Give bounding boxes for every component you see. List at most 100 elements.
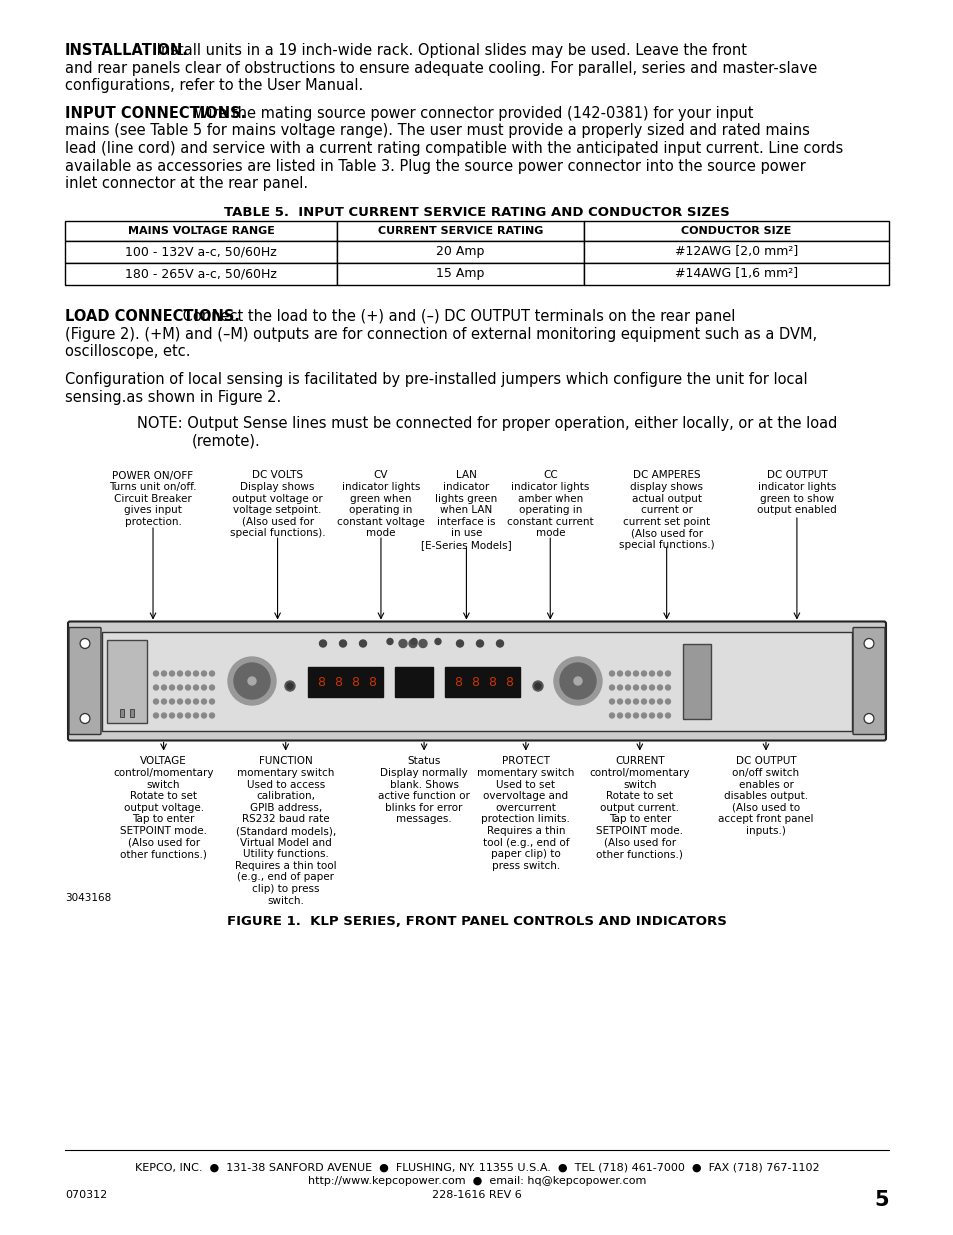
Circle shape (609, 699, 614, 704)
Circle shape (153, 713, 158, 718)
Text: lead (line cord) and service with a current rating compatible with the anticipat: lead (line cord) and service with a curr… (65, 141, 842, 156)
Text: 15 Amp: 15 Amp (436, 267, 484, 280)
Text: DC OUTPUT
indicator lights
green to show
output enabled: DC OUTPUT indicator lights green to show… (757, 471, 836, 515)
Text: 20 Amp: 20 Amp (436, 246, 484, 258)
Circle shape (185, 713, 191, 718)
Circle shape (617, 713, 622, 718)
Text: MAINS VOLTAGE RANGE: MAINS VOLTAGE RANGE (128, 226, 274, 236)
Text: INSTALLATION.: INSTALLATION. (65, 43, 189, 58)
Text: 8: 8 (454, 676, 461, 688)
Circle shape (210, 713, 214, 718)
Circle shape (201, 671, 206, 676)
Circle shape (248, 677, 255, 685)
Circle shape (359, 640, 366, 647)
Circle shape (574, 677, 581, 685)
Circle shape (649, 699, 654, 704)
Circle shape (177, 699, 182, 704)
Circle shape (640, 671, 646, 676)
Circle shape (640, 685, 646, 690)
Circle shape (210, 685, 214, 690)
Circle shape (609, 671, 614, 676)
Circle shape (633, 671, 638, 676)
Circle shape (193, 699, 198, 704)
Circle shape (554, 657, 601, 705)
Bar (120, 709, 124, 716)
Text: KEPCO, INC.  ●  131-38 SANFORD AVENUE  ●  FLUSHING, NY. 11355 U.S.A.  ●  TEL (71: KEPCO, INC. ● 131-38 SANFORD AVENUE ● FL… (134, 1162, 819, 1172)
Circle shape (633, 685, 638, 690)
Text: CC
indicator lights
amber when
operating in
constant current
mode: CC indicator lights amber when operating… (506, 471, 593, 538)
Circle shape (170, 685, 174, 690)
Circle shape (665, 671, 670, 676)
Bar (583, 241, 888, 263)
Circle shape (657, 671, 661, 676)
Text: oscilloscope, etc.: oscilloscope, etc. (65, 345, 191, 359)
Circle shape (161, 713, 167, 718)
Circle shape (617, 671, 622, 676)
Text: LAN
indicator
lights green
when LAN
interface is
in use
[E-Series Models]: LAN indicator lights green when LAN inte… (420, 471, 511, 550)
Circle shape (185, 699, 191, 704)
Text: inlet connector at the rear panel.: inlet connector at the rear panel. (65, 177, 308, 191)
Circle shape (456, 640, 463, 647)
Bar (130, 709, 133, 716)
Text: DC VOLTS
Display shows
output voltage or
voltage setpoint.
(Also used for
specia: DC VOLTS Display shows output voltage or… (230, 471, 325, 538)
Text: POWER ON/OFF
Turns unit on/off.
Circuit Breaker
gives input
protection.: POWER ON/OFF Turns unit on/off. Circuit … (110, 471, 196, 527)
Text: TABLE 5.  INPUT CURRENT SERVICE RATING AND CONDUCTOR SIZES: TABLE 5. INPUT CURRENT SERVICE RATING AN… (224, 206, 729, 219)
FancyBboxPatch shape (852, 627, 884, 735)
Text: DC AMPERES
display shows
actual output
current or
current set point
(Also used f: DC AMPERES display shows actual output c… (618, 471, 714, 550)
Circle shape (319, 640, 326, 647)
Circle shape (435, 638, 440, 645)
Text: #12AWG [2,0 mm²]: #12AWG [2,0 mm²] (674, 246, 798, 258)
Text: DC OUTPUT
on/off switch
enables or
disables output.
(Also used to
accept front p: DC OUTPUT on/off switch enables or disab… (718, 757, 813, 836)
Bar (682, 643, 710, 719)
Circle shape (170, 713, 174, 718)
Circle shape (863, 638, 873, 648)
Bar (107, 640, 147, 722)
Text: 5: 5 (874, 1191, 888, 1210)
Text: Install units in a 19 inch-wide rack. Optional slides may be used. Leave the fro: Install units in a 19 inch-wide rack. Op… (152, 43, 746, 58)
Circle shape (210, 671, 214, 676)
Circle shape (193, 713, 198, 718)
Bar (583, 263, 888, 285)
Text: 8: 8 (368, 676, 375, 688)
Text: 8: 8 (316, 676, 325, 688)
Circle shape (80, 638, 90, 648)
FancyBboxPatch shape (69, 627, 101, 735)
Text: Configuration of local sensing is facilitated by pre-installed jumpers which con: Configuration of local sensing is facili… (65, 372, 807, 388)
Circle shape (533, 680, 542, 692)
Bar (102, 631, 851, 730)
Text: FUNCTION
momentary switch
Used to access
calibration,
GPIB address,
RS232 baud r: FUNCTION momentary switch Used to access… (234, 757, 336, 905)
Text: #14AWG [1,6 mm²]: #14AWG [1,6 mm²] (675, 267, 798, 280)
Circle shape (339, 640, 346, 647)
Circle shape (201, 699, 206, 704)
Circle shape (193, 671, 198, 676)
Circle shape (649, 713, 654, 718)
Bar (444, 667, 519, 697)
Text: CURRENT SERVICE RATING: CURRENT SERVICE RATING (377, 226, 542, 236)
Circle shape (665, 713, 670, 718)
Circle shape (559, 663, 596, 699)
Circle shape (170, 699, 174, 704)
Bar (65, 221, 336, 241)
Text: and rear panels clear of obstructions to ensure adequate cooling. For parallel, : and rear panels clear of obstructions to… (65, 61, 817, 75)
Circle shape (640, 699, 646, 704)
Text: 8: 8 (351, 676, 358, 688)
Text: Status
Display normally
blank. Shows
active function or
blinks for error
message: Status Display normally blank. Shows act… (377, 757, 470, 825)
Circle shape (210, 699, 214, 704)
Circle shape (409, 640, 416, 647)
Circle shape (285, 680, 294, 692)
Bar (65, 263, 336, 285)
Text: 070312: 070312 (65, 1191, 107, 1200)
Bar (336, 241, 583, 263)
Bar (336, 263, 583, 285)
Circle shape (617, 685, 622, 690)
Text: 3043168: 3043168 (65, 893, 112, 903)
Text: sensing.as shown in Figure 2.: sensing.as shown in Figure 2. (65, 390, 281, 405)
Circle shape (633, 699, 638, 704)
Circle shape (233, 663, 270, 699)
Bar (336, 221, 583, 241)
Circle shape (287, 683, 293, 689)
Text: 8: 8 (504, 676, 513, 688)
Circle shape (201, 713, 206, 718)
Text: 180 - 265V a-c, 50/60Hz: 180 - 265V a-c, 50/60Hz (125, 267, 276, 280)
Circle shape (185, 671, 191, 676)
